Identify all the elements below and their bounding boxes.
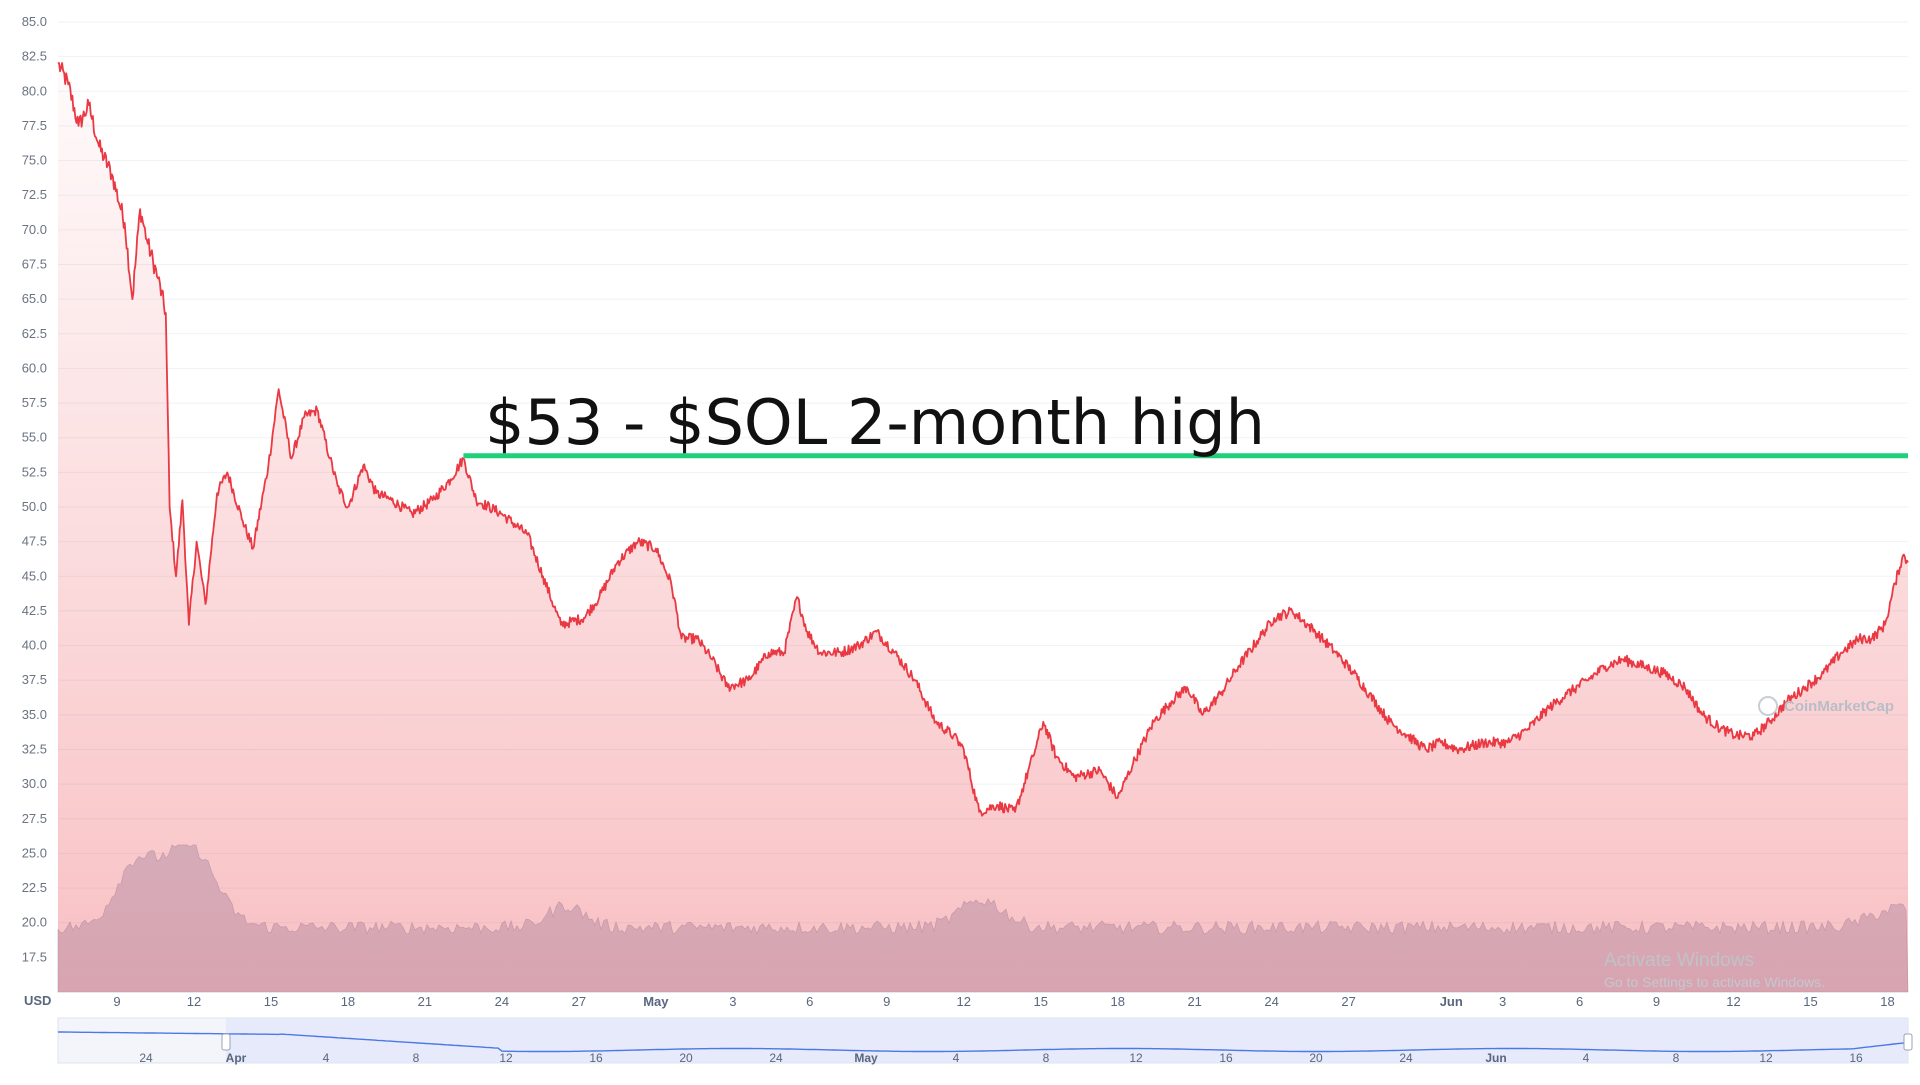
navigator-tick-label: 24: [139, 1051, 153, 1065]
x-tick-label: Jun: [1440, 994, 1463, 1009]
x-tick-label: 6: [1576, 994, 1583, 1009]
y-tick-label: 85.0: [22, 14, 47, 29]
navigator-tick-label: 8: [413, 1051, 420, 1065]
y-tick-label: 52.5: [22, 464, 47, 479]
y-tick-label: 60.0: [22, 360, 47, 375]
x-tick-label: 18: [1880, 994, 1894, 1009]
x-tick-label: 18: [341, 994, 355, 1009]
y-tick-label: 37.5: [22, 672, 47, 687]
x-tick-label: 15: [1803, 994, 1817, 1009]
y-tick-label: 75.0: [22, 153, 47, 168]
price-line: [57, 62, 1909, 817]
y-tick-label: 57.5: [22, 395, 47, 410]
y-tick-label: 42.5: [22, 603, 47, 618]
navigator-tick-label: 20: [679, 1051, 693, 1065]
price-line-group: [57, 62, 1909, 817]
activate-windows-title: Activate Windows: [1604, 950, 1754, 971]
navigator-tick-label: 8: [1043, 1051, 1050, 1065]
x-tick-label: 9: [883, 994, 890, 1009]
navigator-tick-label: 4: [953, 1051, 960, 1065]
price-area: [58, 62, 1908, 992]
navigator-tick-label: 16: [589, 1051, 603, 1065]
x-tick-label: 18: [1110, 994, 1124, 1009]
x-tick-label: 9: [1653, 994, 1660, 1009]
y-tick-label: 67.5: [22, 257, 47, 272]
navigator-tick-label: 16: [1849, 1051, 1863, 1065]
navigator-tick-label: 16: [1219, 1051, 1233, 1065]
y-tick-label: 80.0: [22, 83, 47, 98]
y-tick-label: 65.0: [22, 291, 47, 306]
x-tick-label: 3: [729, 994, 736, 1009]
x-tick-label: 21: [418, 994, 432, 1009]
x-tick-label: 21: [1187, 994, 1201, 1009]
navigator-tick-label: May: [854, 1051, 878, 1065]
y-tick-label: 35.0: [22, 707, 47, 722]
x-tick-label: 12: [957, 994, 971, 1009]
x-tick-label: 9: [113, 994, 120, 1009]
y-tick-label: 70.0: [22, 222, 47, 237]
navigator-right-handle[interactable]: [1903, 1033, 1913, 1051]
y-tick-label: 82.5: [22, 49, 47, 64]
x-tick-label: May: [643, 994, 669, 1009]
currency-label: USD: [24, 993, 51, 1008]
cmc-logo-icon: [1758, 696, 1778, 716]
y-tick-label: 20.0: [22, 915, 47, 930]
watermark-text: CoinMarketCap: [1784, 698, 1894, 715]
y-tick-label: 45.0: [22, 568, 47, 583]
annotation-text: $53 - $SOL 2-month high: [485, 386, 1265, 459]
price-area-fill: [58, 62, 1908, 992]
navigator-tick-label: 8: [1673, 1051, 1680, 1065]
y-tick-label: 17.5: [22, 949, 47, 964]
navigator-tick-label: 24: [1399, 1051, 1413, 1065]
x-axis: 9 12 15 18 21 24 27 May 3 6 9 12 15 18 21 24 27 Jun 3 6 9 12 1…: [113, 994, 1894, 1009]
activate-windows-subtitle: Go to Settings to activate Windows.: [1604, 974, 1825, 990]
cmc-watermark: CoinMarketCap: [1758, 696, 1894, 716]
navigator-tick-label: Jun: [1485, 1051, 1506, 1065]
navigator-tick-label: 12: [499, 1051, 513, 1065]
activate-windows-overlay: Activate Windows Go to Settings to activ…: [1604, 950, 1825, 990]
navigator-tick-label: 20: [1309, 1051, 1323, 1065]
annotation-group: $53 - $SOL 2-month high: [463, 386, 1908, 459]
navigator-line: [58, 1031, 1907, 1053]
y-tick-label: 40.0: [22, 638, 47, 653]
x-tick-label: 27: [1341, 994, 1355, 1009]
navigator-left-handle[interactable]: [221, 1033, 231, 1051]
y-tick-label: 27.5: [22, 811, 47, 826]
x-tick-label: 3: [1499, 994, 1506, 1009]
navigator-tick-label: 12: [1129, 1051, 1143, 1065]
navigator-tick-label: 4: [323, 1051, 330, 1065]
y-tick-label: 22.5: [22, 880, 47, 895]
x-tick-label: 12: [1726, 994, 1740, 1009]
navigator-tick-label: 24: [769, 1051, 783, 1065]
navigator-tick-label: 12: [1759, 1051, 1773, 1065]
navigator-selection[interactable]: [226, 1018, 1908, 1063]
x-tick-label: 27: [572, 994, 586, 1009]
y-tick-label: 47.5: [22, 534, 47, 549]
y-tick-label: 55.0: [22, 430, 47, 445]
y-tick-label: 72.5: [22, 187, 47, 202]
y-tick-label: 77.5: [22, 118, 47, 133]
range-navigator[interactable]: 24 Apr 4 8 12 16 20 24 May 4 8 12 16 20 24 Jun 4 8 12 16: [57, 1017, 1913, 1065]
y-axis: 17.5 20.0 22.5 25.0 27.5 30.0 32.5 35.0 37.5 40.0…: [22, 14, 47, 964]
y-tick-label: 30.0: [22, 776, 47, 791]
y-tick-label: 62.5: [22, 326, 47, 341]
x-tick-label: 24: [1264, 994, 1278, 1009]
navigator-tick-label: Apr: [226, 1051, 247, 1065]
x-tick-label: 15: [1033, 994, 1047, 1009]
y-tick-label: 25.0: [22, 845, 47, 860]
x-tick-label: 15: [264, 994, 278, 1009]
x-tick-label: 24: [495, 994, 509, 1009]
x-tick-label: 6: [806, 994, 813, 1009]
y-tick-label: 50.0: [22, 499, 47, 514]
navigator-tick-label: 4: [1583, 1051, 1590, 1065]
x-tick-label: 12: [187, 994, 201, 1009]
y-tick-label: 32.5: [22, 742, 47, 757]
